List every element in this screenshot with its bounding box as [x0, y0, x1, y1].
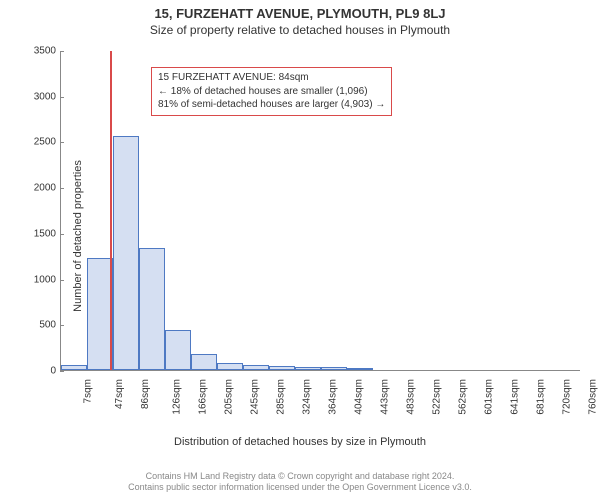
histogram-bar: [321, 367, 347, 370]
histogram-bar: [269, 366, 295, 370]
x-tick-label: 126sqm: [172, 379, 183, 415]
x-tick-label: 443sqm: [380, 379, 391, 415]
x-tick-label: 324sqm: [302, 379, 313, 415]
x-tick-label: 86sqm: [140, 379, 151, 409]
footer-attribution: Contains HM Land Registry data © Crown c…: [0, 471, 600, 494]
histogram-bar: [347, 368, 373, 370]
y-axis-ticks: 0500100015002000250030003500: [0, 51, 60, 371]
x-axis-label: Distribution of detached houses by size …: [0, 436, 600, 448]
x-tick-label: 522sqm: [432, 379, 443, 415]
histogram-bar: [217, 363, 243, 370]
chart-container: Number of detached properties 0500100015…: [0, 41, 600, 431]
y-tick-label: 3000: [0, 91, 56, 102]
histogram-bar: [61, 365, 87, 370]
info-box-line3: 81% of semi-detached houses are larger (…: [158, 98, 385, 112]
x-axis-ticks: 7sqm 47sqm 86sqm 126sqm 166sqm 205sqm 245sqm 28…: [60, 373, 580, 423]
x-tick-label: 7sqm: [82, 379, 93, 403]
x-tick-label: 166sqm: [198, 379, 209, 415]
x-tick-label: 285sqm: [276, 379, 287, 415]
histogram-bar: [165, 330, 191, 370]
x-tick-label: 364sqm: [328, 379, 339, 415]
x-tick-label: 681sqm: [536, 379, 547, 415]
histogram-bar: [113, 136, 139, 370]
y-tick-mark: [60, 371, 64, 372]
y-tick-label: 1500: [0, 228, 56, 239]
x-tick-label: 47sqm: [114, 379, 125, 409]
x-tick-label: 245sqm: [250, 379, 261, 415]
histogram-bar: [87, 258, 113, 370]
y-tick-label: 2500: [0, 137, 56, 148]
histogram-bar: [139, 248, 165, 370]
histogram-bar: [243, 365, 269, 370]
y-tick-label: 2000: [0, 183, 56, 194]
y-tick-label: 0: [0, 366, 56, 377]
info-box-line2: ← 18% of detached houses are smaller (1,…: [158, 85, 385, 99]
x-tick-label: 562sqm: [458, 379, 469, 415]
footer-line1: Contains HM Land Registry data © Crown c…: [0, 471, 600, 483]
property-marker-line: [110, 51, 112, 370]
x-tick-label: 720sqm: [562, 379, 573, 415]
plot-area: 15 FURZEHATT AVENUE: 84sqm ← 18% of deta…: [60, 51, 580, 371]
y-tick-label: 1000: [0, 274, 56, 285]
footer-line2: Contains public sector information licen…: [0, 482, 600, 494]
x-tick-label: 641sqm: [510, 379, 521, 415]
info-box-line1: 15 FURZEHATT AVENUE: 84sqm: [158, 71, 385, 85]
x-tick-label: 404sqm: [354, 379, 365, 415]
page-subtitle: Size of property relative to detached ho…: [0, 21, 600, 41]
histogram-bar: [295, 367, 321, 370]
y-tick-label: 3500: [0, 46, 56, 57]
histogram-bar: [191, 354, 217, 370]
y-tick-label: 500: [0, 320, 56, 331]
x-tick-label: 205sqm: [224, 379, 235, 415]
property-info-box: 15 FURZEHATT AVENUE: 84sqm ← 18% of deta…: [151, 67, 392, 116]
page-title: 15, FURZEHATT AVENUE, PLYMOUTH, PL9 8LJ: [0, 0, 600, 21]
x-tick-label: 483sqm: [406, 379, 417, 415]
x-tick-label: 601sqm: [484, 379, 495, 415]
x-tick-label: 760sqm: [588, 379, 599, 415]
